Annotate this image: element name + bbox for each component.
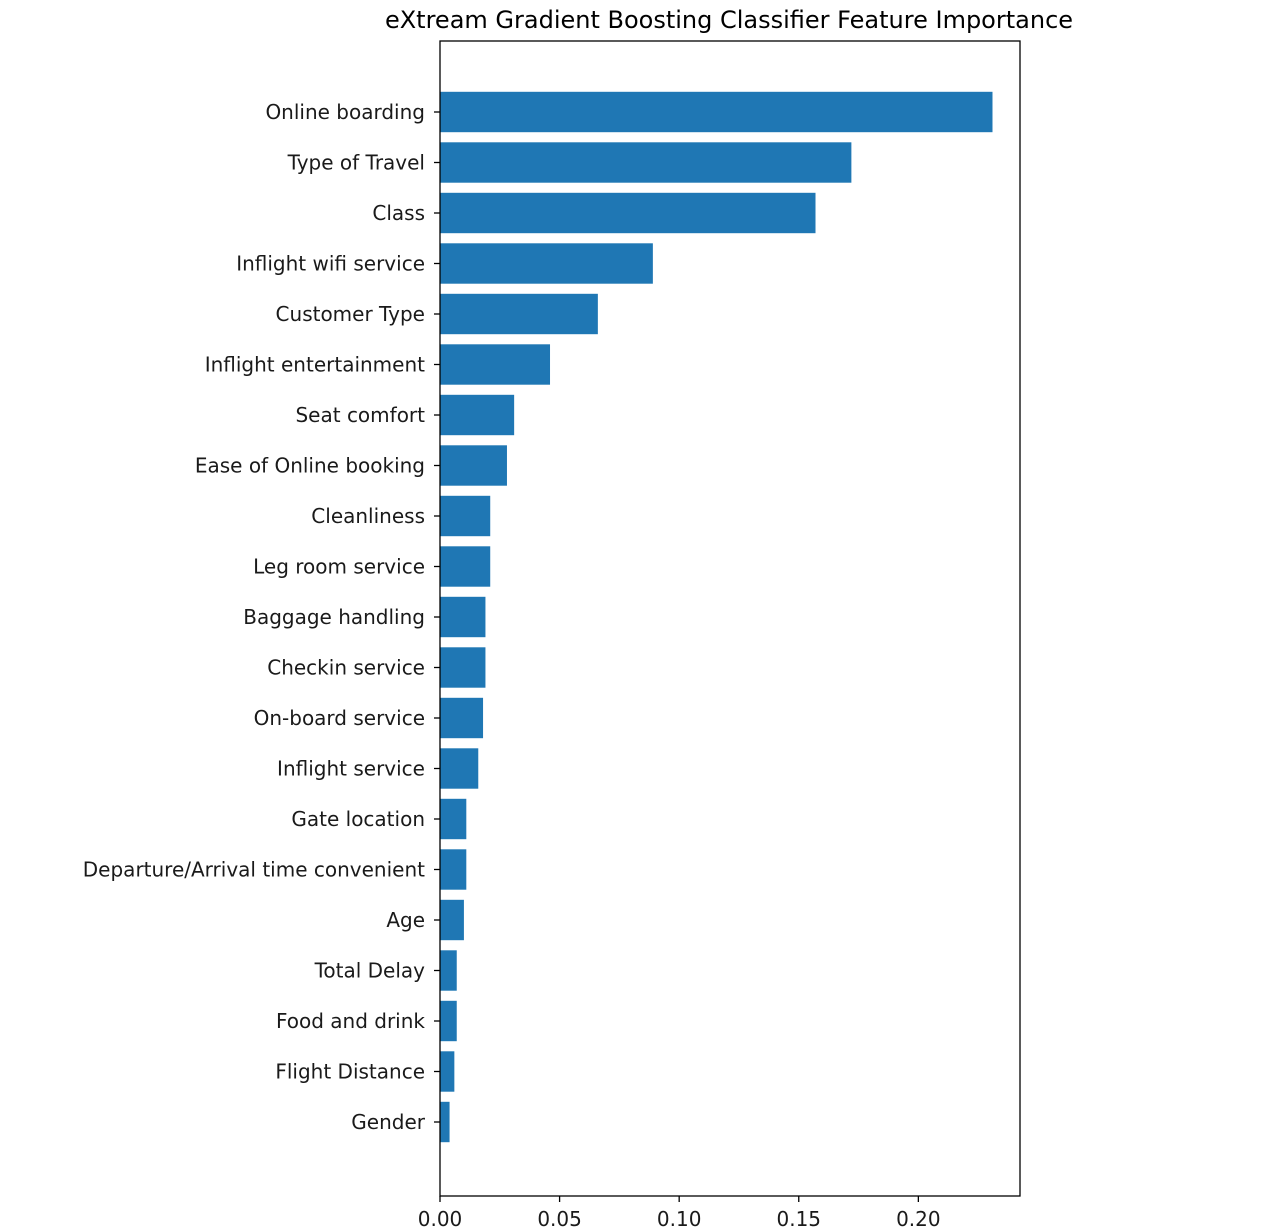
bar — [440, 899, 464, 941]
bar — [440, 849, 467, 890]
bar — [440, 445, 507, 486]
bar — [440, 596, 486, 638]
x-tick-label: 0.05 — [537, 1207, 582, 1228]
bar — [440, 647, 486, 688]
x-tick-label: 0.10 — [657, 1207, 702, 1228]
y-tick-label: Leg room service — [253, 555, 425, 579]
plot-frame — [439, 40, 1021, 1197]
bar — [440, 1051, 455, 1092]
bar — [440, 91, 993, 133]
bar — [440, 344, 551, 385]
y-tick-label: Total Delay — [314, 959, 426, 983]
bar — [440, 142, 852, 183]
y-tick-label: Ease of Online booking — [195, 454, 425, 478]
bar — [440, 546, 491, 587]
y-tick-label: Food and drink — [276, 1009, 425, 1033]
bar — [440, 394, 515, 436]
y-tick-label: Baggage handling — [243, 605, 425, 629]
bar — [440, 950, 457, 991]
bar — [440, 1101, 450, 1143]
y-tick-label: Gender — [351, 1110, 425, 1134]
y-tick-label: Customer Type — [276, 302, 425, 326]
y-tick-label: Flight Distance — [275, 1060, 425, 1084]
y-tick-label: Inflight service — [277, 757, 425, 781]
y-axis: Online boarding Type of Travel Class Inflig… — [83, 100, 440, 1134]
y-tick-label: Departure/Arrival time convenient — [83, 858, 425, 882]
y-tick-label: Gate location — [291, 807, 425, 831]
y-tick-label: Checkin service — [267, 656, 425, 680]
bar — [440, 697, 484, 739]
bar — [440, 495, 491, 537]
y-tick-label: Seat comfort — [295, 403, 425, 427]
bar — [440, 798, 467, 840]
bar — [440, 192, 816, 234]
y-tick-label: Cleanliness — [311, 504, 425, 528]
x-axis: 0.00 0.05 0.10 0.15 0.20 — [418, 1196, 941, 1228]
bar — [440, 1000, 457, 1042]
bar — [440, 748, 479, 789]
bar — [440, 293, 598, 335]
y-tick-label: Class — [372, 201, 425, 225]
y-tick-label: On-board service — [254, 706, 425, 730]
y-tick-label: Age — [386, 908, 425, 932]
y-tick-label: Online boarding — [265, 100, 425, 124]
x-tick-label: 0.00 — [418, 1207, 463, 1228]
chart-title: eXtream Gradient Boosting Classifier Fea… — [385, 6, 1073, 34]
x-tick-label: 0.15 — [776, 1207, 821, 1228]
y-tick-label: Inflight entertainment — [205, 353, 425, 377]
y-tick-label: Type of Travel — [287, 151, 425, 175]
bars-layer — [440, 91, 993, 1143]
x-tick-label: 0.20 — [896, 1207, 941, 1228]
y-tick-label: Inflight wifi service — [236, 252, 425, 276]
bar — [440, 243, 653, 284]
